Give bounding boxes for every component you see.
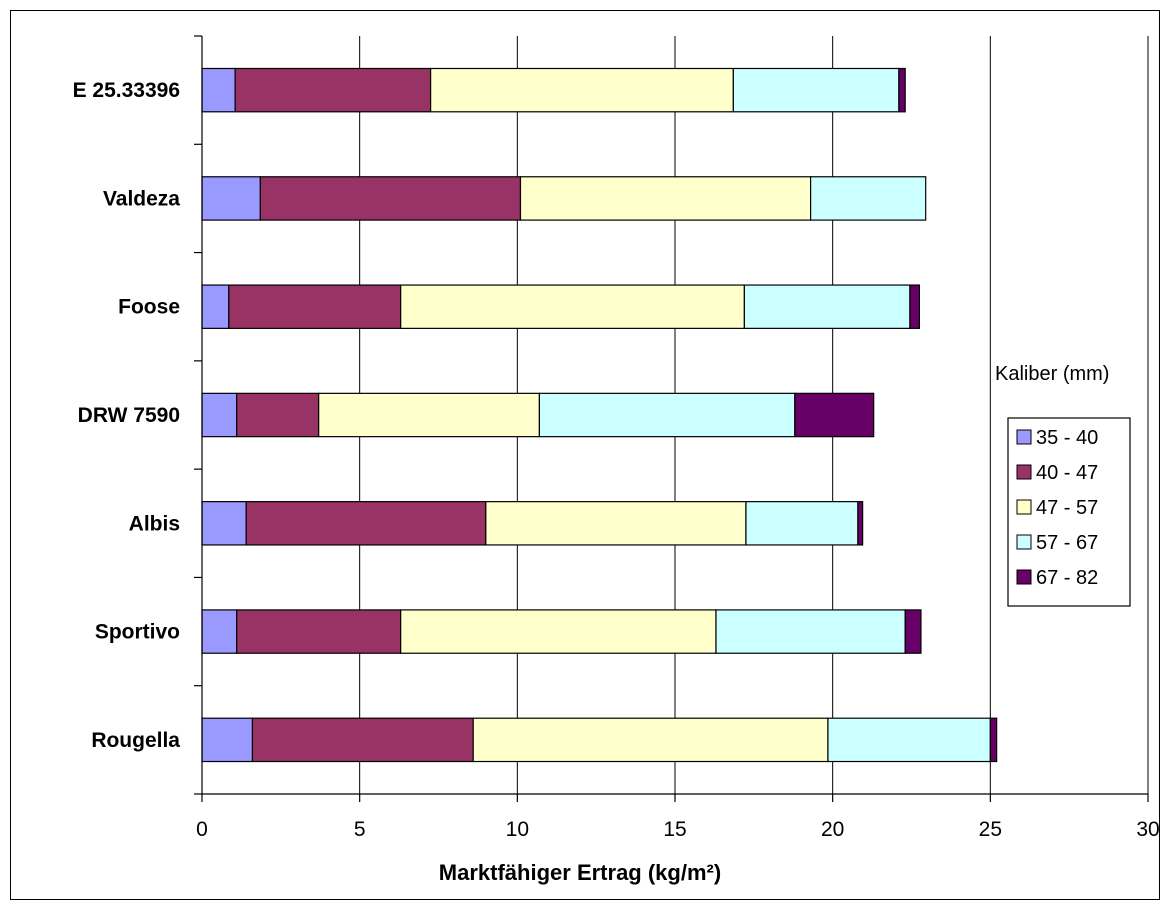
- x-tick-label: 0: [196, 818, 208, 841]
- legend-swatch: [1016, 464, 1032, 480]
- bar-segment: [251, 717, 474, 763]
- grid-lines: [359, 36, 1149, 794]
- category-label: DRW 7590: [78, 404, 180, 427]
- legend-label: 40 - 47: [1036, 462, 1098, 484]
- bar-segment: [809, 176, 927, 221]
- bar-segment: [259, 176, 522, 221]
- bar-segment: [400, 284, 745, 329]
- bar-segment: [827, 717, 991, 763]
- bar-segment: [485, 501, 747, 546]
- bar-segment: [201, 67, 236, 113]
- legend-swatch: [1016, 569, 1032, 585]
- legend-title: Kaliber (mm): [995, 363, 1109, 385]
- bars: [201, 67, 998, 763]
- bar-segment: [745, 501, 859, 546]
- legend: 35 - 40 40 - 47 47 - 57 57 - 67 67 - 82: [1007, 417, 1131, 607]
- bar-segment: [236, 392, 320, 438]
- bar-segment: [519, 176, 812, 221]
- legend-label: 47 - 57: [1036, 497, 1098, 519]
- bar-segment: [715, 609, 906, 654]
- category-labels: Rougella Sportivo Albis DRW 7590 Foose Valdez…: [73, 79, 181, 752]
- category-label: Albis: [129, 512, 180, 535]
- category-label: Foose: [118, 296, 180, 319]
- legend-label: 35 - 40: [1036, 427, 1098, 449]
- x-tick-label: 20: [821, 818, 844, 841]
- x-tick-labels: 0 5 10 15 20 25 30: [196, 818, 1160, 841]
- bar-segment: [228, 284, 402, 329]
- bar-segment: [236, 609, 402, 654]
- legend-label: 67 - 82: [1036, 567, 1098, 589]
- bar-segment: [400, 609, 717, 654]
- category-label: Rougella: [91, 729, 180, 752]
- bar-segment: [201, 501, 247, 546]
- bar-segment: [989, 717, 998, 763]
- bar-segment: [794, 392, 875, 438]
- legend-swatch: [1016, 429, 1032, 445]
- bar-segment: [201, 717, 254, 763]
- bar-segment: [234, 67, 432, 113]
- bar-segment: [472, 717, 829, 763]
- bar-segment: [904, 609, 922, 654]
- bar-segment: [201, 176, 261, 221]
- category-label: E 25.33396: [73, 79, 180, 102]
- bar-segment: [909, 284, 920, 329]
- x-tick-label: 5: [354, 818, 366, 841]
- bar-segment: [201, 392, 238, 438]
- x-tick-label: 25: [979, 818, 1002, 841]
- x-tick-label: 10: [506, 818, 529, 841]
- bar-segment: [318, 392, 541, 438]
- legend-label: 57 - 67: [1036, 532, 1098, 554]
- bar-segment: [732, 67, 900, 113]
- x-tick-label: 15: [663, 818, 686, 841]
- legend-swatch: [1016, 499, 1032, 515]
- bar-segment: [857, 501, 864, 546]
- category-label: Valdeza: [103, 187, 180, 210]
- bar-segment: [201, 284, 230, 329]
- x-axis-title: Marktfähiger Ertrag (kg/m²): [439, 860, 721, 885]
- x-tick-label: 30: [1136, 818, 1159, 841]
- bar-segment: [743, 284, 911, 329]
- bar-segment: [898, 67, 906, 113]
- bar-segment: [430, 67, 734, 113]
- bar-segment: [201, 609, 238, 654]
- category-label: Sportivo: [95, 621, 180, 644]
- bar-segment: [245, 501, 487, 546]
- legend-swatch: [1016, 534, 1032, 550]
- bar-segment: [538, 392, 796, 438]
- axes: [194, 35, 1149, 802]
